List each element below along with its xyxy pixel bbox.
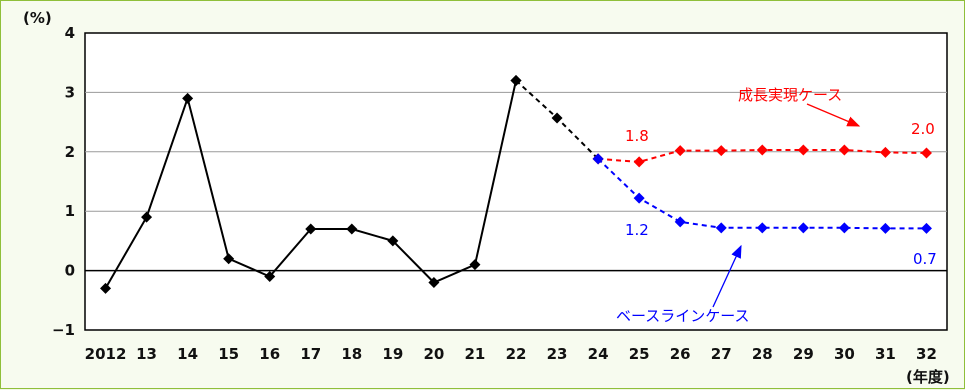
- data-point: [756, 222, 768, 234]
- series-layer: [100, 75, 932, 294]
- data-point: [428, 276, 440, 288]
- red-value-25: 1.8: [625, 127, 649, 145]
- data-point: [387, 235, 399, 247]
- x-tick-label: 30: [834, 345, 855, 363]
- y-tick-label: 2: [65, 143, 75, 161]
- data-point: [510, 75, 522, 87]
- x-tick-label: 22: [506, 345, 527, 363]
- x-tick-label: 18: [341, 345, 362, 363]
- x-tick-label: 2012: [85, 345, 127, 363]
- data-point: [838, 222, 850, 234]
- data-point: [141, 211, 153, 223]
- blue-case-label: ベースラインケース: [616, 307, 750, 325]
- x-tick-label: 25: [629, 345, 650, 363]
- data-point: [674, 145, 686, 157]
- x-unit-label: (年度): [906, 368, 950, 386]
- data-point: [879, 146, 891, 158]
- x-tick-label: 15: [218, 345, 239, 363]
- x-tick-label: 21: [465, 345, 486, 363]
- data-point: [223, 253, 235, 265]
- data-point: [551, 112, 563, 124]
- red-case-label: 成長実現ケース: [738, 86, 842, 104]
- data-point: [797, 144, 809, 156]
- y-tick-labels: 4 3 2 1 0 −1: [52, 24, 75, 339]
- x-tick-label: 14: [177, 345, 198, 363]
- data-point: [182, 92, 194, 104]
- data-point: [879, 222, 891, 234]
- red-value-32: 2.0: [911, 120, 935, 138]
- data-point: [920, 147, 932, 159]
- data-point: [633, 156, 645, 168]
- red-case-arrow: [806, 103, 861, 127]
- y-tick-label: 0: [65, 262, 75, 280]
- series-line-3: [597, 158, 927, 230]
- data-point: [715, 222, 727, 234]
- data-point: [756, 144, 768, 156]
- x-tick-label: 32: [916, 345, 937, 363]
- data-point: [633, 192, 645, 204]
- y-unit-label: (%): [23, 9, 52, 27]
- x-tick-label: 16: [259, 345, 280, 363]
- x-tick-label: 29: [793, 345, 814, 363]
- x-tick-label: 31: [875, 345, 896, 363]
- x-tick-label: 26: [670, 345, 691, 363]
- data-point: [838, 144, 850, 156]
- y-tick-label: 3: [65, 83, 75, 101]
- blue-value-32: 0.7: [913, 250, 937, 268]
- data-point: [920, 222, 932, 234]
- data-point: [346, 223, 358, 235]
- data-point: [469, 259, 481, 271]
- blue-value-25: 1.2: [625, 221, 649, 239]
- data-point: [674, 216, 686, 228]
- x-tick-label: 17: [300, 345, 321, 363]
- x-tick-label: 20: [423, 345, 444, 363]
- x-tick-label: 24: [588, 345, 609, 363]
- data-point: [797, 222, 809, 234]
- data-point: [715, 145, 727, 157]
- data-point: [592, 153, 604, 165]
- y-tick-label: −1: [52, 321, 75, 339]
- x-tick-label: 13: [136, 345, 157, 363]
- y-tick-label: 1: [65, 202, 75, 220]
- data-point: [305, 223, 317, 235]
- y-tick-label: 4: [65, 24, 75, 42]
- x-tick-label: 19: [382, 345, 403, 363]
- x-tick-label: 23: [547, 345, 568, 363]
- x-tick-labels: 2012 13 14 15 16 17 18 19 20 21 22 23 24 25 26 27 28 29 30…: [85, 345, 937, 363]
- blue-case-arrow: [712, 244, 742, 308]
- x-tick-label: 28: [752, 345, 773, 363]
- data-point: [264, 271, 276, 283]
- x-tick-label: 27: [711, 345, 732, 363]
- data-point: [100, 282, 112, 294]
